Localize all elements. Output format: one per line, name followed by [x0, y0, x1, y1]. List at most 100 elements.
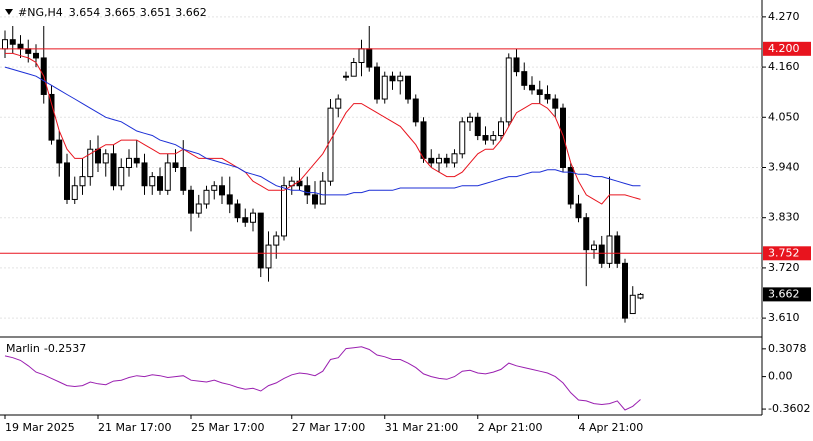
- candle-body: [226, 194, 233, 205]
- candle-body: [350, 62, 357, 77]
- candle-body: [110, 153, 117, 187]
- candle-body: [211, 185, 218, 191]
- candle-body: [428, 157, 435, 164]
- candle-body: [482, 135, 489, 141]
- candle-body: [141, 162, 148, 187]
- candle-body: [118, 166, 125, 187]
- candle-body: [281, 185, 287, 237]
- candle-body: [265, 244, 272, 269]
- candle-body: [95, 148, 101, 164]
- candle-body: [544, 93, 551, 100]
- chart-header: #NG,H4 3.654 3.665 3.651 3.662: [18, 6, 207, 19]
- y-tick-label: 0.00: [768, 370, 793, 383]
- candle-body: [591, 244, 597, 251]
- candle-body: [505, 57, 512, 123]
- candle-body: [164, 162, 171, 191]
- candle-body: [622, 262, 628, 319]
- y-tick-label: 3.720: [768, 261, 800, 274]
- candle-body: [614, 235, 621, 264]
- candle-body: [436, 157, 442, 164]
- candle-body: [126, 157, 132, 168]
- candle-body: [71, 185, 78, 200]
- y-tick-label: 3.940: [768, 160, 800, 173]
- y-tick-label: -0.3602: [768, 402, 810, 415]
- y-tick-label: 4.050: [768, 110, 800, 123]
- candle-body: [575, 203, 582, 219]
- candle-body: [257, 212, 264, 269]
- candle-body: [48, 93, 55, 141]
- candle-body: [56, 139, 63, 164]
- x-tick-label: 27 Mar 17:00: [292, 421, 365, 434]
- last-high: 3.665: [104, 6, 136, 19]
- level-label-box: [763, 246, 811, 261]
- price-label-box: [763, 287, 811, 302]
- candle-body: [102, 153, 109, 164]
- x-tick-label: 21 Mar 17:00: [98, 421, 171, 434]
- candle-body: [33, 52, 39, 59]
- x-tick-label: 31 Mar 21:00: [385, 421, 458, 434]
- candle-body: [412, 98, 419, 123]
- candle-body: [180, 166, 187, 191]
- candle-body: [443, 157, 450, 164]
- candle-body: [529, 84, 535, 91]
- last-open: 3.654: [69, 6, 101, 19]
- candle-body: [79, 176, 86, 187]
- candle-body: [17, 43, 24, 50]
- candle-body: [389, 75, 396, 82]
- level-label-box: [763, 41, 811, 56]
- x-tick-label: 19 Mar 2025: [5, 421, 75, 434]
- candle-body: [335, 98, 342, 109]
- candle-body: [490, 135, 497, 141]
- candle-body: [195, 203, 202, 214]
- last-close: 3.662: [175, 6, 207, 19]
- candle-body: [149, 176, 156, 187]
- indicator-name: Marlin: [6, 342, 40, 355]
- candle-body: [637, 293, 644, 299]
- candle-body: [405, 75, 411, 100]
- y-tick-label: 3.610: [768, 311, 800, 324]
- candle-body: [420, 121, 427, 159]
- candle-body: [358, 48, 365, 64]
- candle-body: [474, 116, 481, 137]
- candle-body: [536, 89, 543, 95]
- candle-body: [560, 107, 566, 168]
- indicator-header: Marlin -0.2537: [6, 342, 86, 355]
- candle-body: [203, 189, 210, 205]
- candle-body: [273, 235, 280, 246]
- candle-body: [25, 48, 32, 54]
- candle-body: [459, 121, 466, 155]
- candle-body: [513, 57, 520, 73]
- candle-body: [567, 166, 574, 205]
- symbol-menu-arrow[interactable]: [5, 9, 13, 15]
- indicator-line: [4, 346, 641, 411]
- x-tick-label: 2 Apr 21:00: [478, 421, 543, 434]
- candle-body: [9, 39, 16, 45]
- y-tick-label: 4.160: [768, 60, 800, 73]
- candle-body: [319, 180, 326, 205]
- symbol: #NG,H4: [18, 6, 63, 19]
- candle-body: [366, 48, 373, 68]
- candle-body: [2, 39, 8, 50]
- candle-body: [234, 203, 241, 219]
- price-label: 3.662: [768, 287, 800, 300]
- candle-body: [312, 194, 318, 205]
- y-tick-label: 0.3078: [768, 342, 807, 355]
- level-label: 4.200: [768, 42, 800, 55]
- x-tick-label: 4 Apr 21:00: [579, 421, 644, 434]
- candle-body: [242, 217, 249, 223]
- candle-body: [250, 212, 256, 223]
- candle-body: [219, 185, 225, 196]
- candle-body: [381, 75, 388, 100]
- candle-body: [172, 162, 179, 168]
- moving-average-line: [5, 52, 641, 205]
- candle-body: [327, 107, 334, 182]
- candle-body: [87, 148, 94, 178]
- y-tick-label: 3.830: [768, 211, 800, 224]
- last-low: 3.651: [140, 6, 172, 19]
- candle-body: [374, 66, 380, 100]
- candle-body: [343, 75, 349, 78]
- candle-body: [598, 244, 605, 264]
- candle-body: [629, 294, 636, 315]
